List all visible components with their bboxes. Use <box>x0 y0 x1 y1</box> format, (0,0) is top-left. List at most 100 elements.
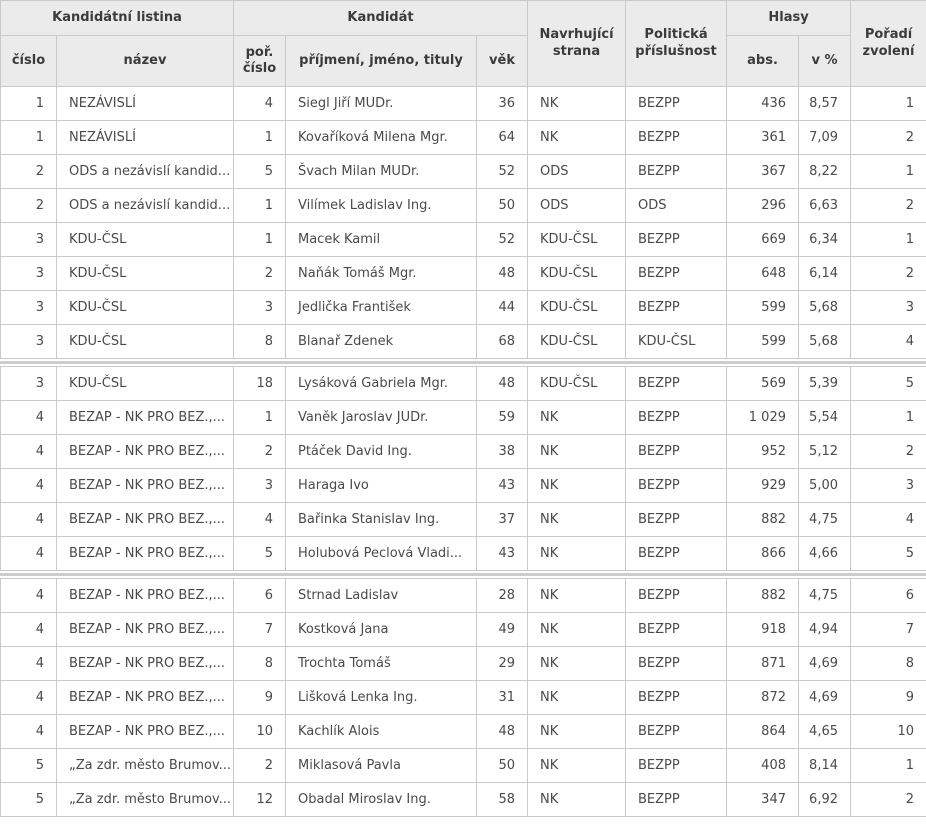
cell-navrhujici-strana: NK <box>527 434 626 469</box>
cell-kandidatni-listina-cislo: 4 <box>0 434 57 469</box>
cell-poradove-cislo: 8 <box>233 324 286 359</box>
cell-kandidatni-listina-nazev: NEZÁVISLÍ <box>56 86 234 121</box>
table-row: 4 BEZAP - NK PRO BEZ.,... 1 Vaněk Jarosl… <box>0 400 926 435</box>
cell-poradove-cislo: 1 <box>233 400 286 435</box>
cell-hlasy-abs: 952 <box>726 434 799 469</box>
cell-politicka-prislusnost: BEZPP <box>625 646 727 681</box>
cell-poradi-zvoleni: 4 <box>850 502 926 537</box>
cell-kandidatni-listina-cislo: 4 <box>0 468 57 503</box>
cell-hlasy-pct: 8,57 <box>798 86 852 121</box>
cell-poradi-zvoleni: 10 <box>850 714 926 749</box>
table-body-segment-3: 4 BEZAP - NK PRO BEZ.,... 6 Strnad Ladis… <box>0 578 926 817</box>
cell-politicka-prislusnost: BEZPP <box>625 782 727 817</box>
cell-kandidatni-listina-nazev: BEZAP - NK PRO BEZ.,... <box>56 400 234 435</box>
cell-poradove-cislo: 7 <box>233 612 286 647</box>
cell-prijmeni-jmeno-tituly: Vaněk Jaroslav JUDr. <box>285 400 477 435</box>
cell-hlasy-abs: 1 029 <box>726 400 799 435</box>
cell-hlasy-pct: 5,54 <box>798 400 851 435</box>
cell-politicka-prislusnost: BEZPP <box>625 154 728 189</box>
cell-kandidatni-listina-cislo: 3 <box>0 222 57 257</box>
cell-poradi-zvoleni: 1 <box>850 400 926 435</box>
table-row: 4 BEZAP - NK PRO BEZ.,... 6 Strnad Ladis… <box>0 578 926 613</box>
cell-kandidatni-listina-cislo: 4 <box>0 680 57 715</box>
cell-poradove-cislo: 1 <box>233 120 286 155</box>
cell-prijmeni-jmeno-tituly: Strnad Ladislav <box>285 578 477 613</box>
cell-kandidatni-listina-nazev: KDU-ČSL <box>56 222 234 257</box>
header-columns-row: číslo název poř. číslo příjmení, jméno, … <box>0 35 926 87</box>
cell-navrhujici-strana: KDU-ČSL <box>527 324 627 359</box>
cell-politicka-prislusnost: ODS <box>625 188 728 223</box>
cell-hlasy-pct: 6,92 <box>798 782 851 817</box>
election-candidates-table-segment-3: 4 BEZAP - NK PRO BEZ.,... 6 Strnad Ladis… <box>0 578 926 817</box>
cell-prijmeni-jmeno-tituly: Haraga Ivo <box>285 468 477 503</box>
cell-navrhujici-strana: NK <box>527 536 626 571</box>
table-row: 1 NEZÁVISLÍ 1 Kovaříková Milena Mgr. 64 … <box>0 120 926 155</box>
cell-kandidatni-listina-cislo: 4 <box>0 714 57 749</box>
cell-poradi-zvoleni: 6 <box>850 578 926 613</box>
cell-kandidatni-listina-nazev: KDU-ČSL <box>56 324 234 359</box>
cell-kandidatni-listina-cislo: 3 <box>0 366 57 401</box>
cell-hlasy-pct: 4,75 <box>798 578 851 613</box>
cell-poradove-cislo: 1 <box>233 188 286 223</box>
cell-kandidatni-listina-nazev: BEZAP - NK PRO BEZ.,... <box>56 612 234 647</box>
cell-hlasy-pct: 5,68 <box>798 324 852 359</box>
cell-hlasy-pct: 5,39 <box>798 366 851 401</box>
cell-poradove-cislo: 2 <box>233 748 286 783</box>
cell-navrhujici-strana: KDU-ČSL <box>527 222 627 257</box>
cell-kandidatni-listina-nazev: BEZAP - NK PRO BEZ.,... <box>56 502 234 537</box>
cell-poradi-zvoleni: 2 <box>850 782 926 817</box>
cell-politicka-prislusnost: BEZPP <box>625 222 728 257</box>
cell-vek: 58 <box>476 782 528 817</box>
cell-kandidatni-listina-cislo: 2 <box>0 154 57 189</box>
cell-hlasy-abs: 882 <box>726 578 799 613</box>
cell-poradi-zvoleni: 1 <box>850 86 926 121</box>
cell-poradove-cislo: 6 <box>233 578 286 613</box>
table-row: 4 BEZAP - NK PRO BEZ.,... 7 Kostková Jan… <box>0 612 926 647</box>
cell-politicka-prislusnost: BEZPP <box>625 434 727 469</box>
screenshot-stitch-seam <box>0 573 926 576</box>
cell-vek: 29 <box>476 646 528 681</box>
table-row: 4 BEZAP - NK PRO BEZ.,... 4 Bařinka Stan… <box>0 502 926 537</box>
cell-hlasy-abs: 599 <box>726 290 800 325</box>
cell-kandidatni-listina-nazev: ODS a nezávislí kandid... <box>56 188 234 223</box>
cell-hlasy-abs: 361 <box>726 120 800 155</box>
cell-prijmeni-jmeno-tituly: Miklasová Pavla <box>285 748 477 783</box>
cell-poradove-cislo: 3 <box>233 290 286 325</box>
table-row: 5 „Za zdr. město Brumov... 2 Miklasová P… <box>0 748 926 783</box>
cell-poradove-cislo: 5 <box>233 536 286 571</box>
cell-politicka-prislusnost: BEZPP <box>625 290 728 325</box>
cell-vek: 52 <box>475 222 529 257</box>
header-col-navrhujici-strana: Navrhující strana <box>527 0 627 87</box>
cell-poradove-cislo: 5 <box>233 154 286 189</box>
cell-vek: 31 <box>476 680 528 715</box>
cell-poradove-cislo: 1 <box>233 222 286 257</box>
cell-kandidatni-listina-cislo: 1 <box>0 86 57 121</box>
table-row: 3 KDU-ČSL 3 Jedlička František 44 KDU-ČS… <box>0 290 926 325</box>
cell-prijmeni-jmeno-tituly: Lišková Lenka Ing. <box>285 680 477 715</box>
cell-hlasy-abs: 882 <box>726 502 799 537</box>
header-group-row: Kandidátní listina Kandidát Navrhující s… <box>0 0 926 87</box>
cell-hlasy-pct: 5,68 <box>798 290 852 325</box>
cell-kandidatni-listina-cislo: 2 <box>0 188 57 223</box>
cell-hlasy-abs: 929 <box>726 468 799 503</box>
cell-kandidatni-listina-nazev: BEZAP - NK PRO BEZ.,... <box>56 646 234 681</box>
cell-hlasy-pct: 5,12 <box>798 434 851 469</box>
cell-hlasy-pct: 4,65 <box>798 714 851 749</box>
cell-prijmeni-jmeno-tituly: Obadal Miroslav Ing. <box>285 782 477 817</box>
cell-poradove-cislo: 2 <box>233 256 286 291</box>
table-row: 2 ODS a nezávislí kandid... 1 Vilímek La… <box>0 188 926 223</box>
cell-kandidatni-listina-cislo: 5 <box>0 748 57 783</box>
cell-politicka-prislusnost: BEZPP <box>625 366 727 401</box>
cell-hlasy-pct: 4,69 <box>798 680 851 715</box>
cell-hlasy-abs: 408 <box>726 748 799 783</box>
cell-vek: 68 <box>475 324 529 359</box>
header-col-cislo: číslo <box>0 35 57 87</box>
cell-politicka-prislusnost: BEZPP <box>625 612 727 647</box>
cell-poradi-zvoleni: 3 <box>850 468 926 503</box>
cell-hlasy-abs: 864 <box>726 714 799 749</box>
cell-politicka-prislusnost: BEZPP <box>625 468 727 503</box>
cell-prijmeni-jmeno-tituly: Jedlička František <box>285 290 477 325</box>
cell-hlasy-pct: 6,63 <box>798 188 852 223</box>
cell-navrhujici-strana: NK <box>527 646 626 681</box>
cell-vek: 59 <box>476 400 528 435</box>
